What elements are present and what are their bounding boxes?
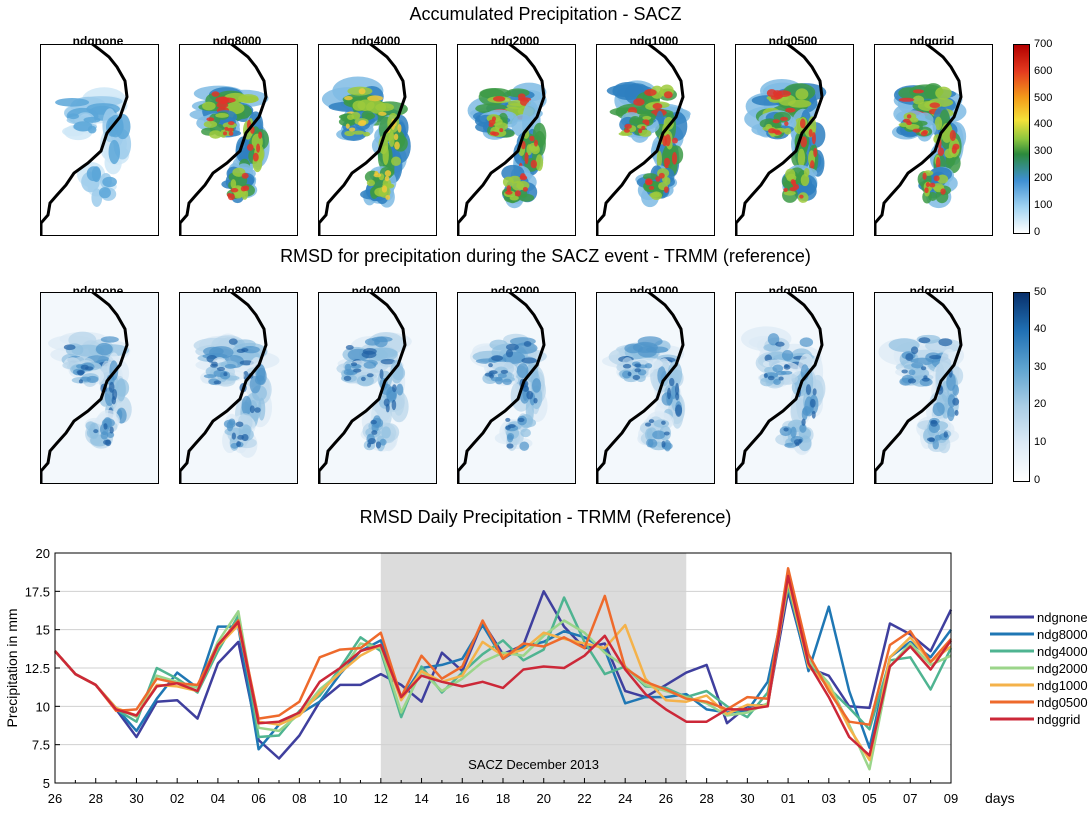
x-tick-label: 22 bbox=[577, 791, 591, 806]
accum-colorbar-tick: 700 bbox=[1034, 38, 1053, 50]
y-axis-ticks: 5 7.5 10 12.5 15 17.5 20 bbox=[25, 546, 60, 791]
accum-map-panel bbox=[457, 44, 576, 236]
y-tick-label: 20 bbox=[36, 546, 50, 561]
rmsd-daily-chart: SACZ December 2013 5 7.5 10 12.5 15 17.5 20 26… bbox=[4, 546, 1088, 806]
y-tick-label: 17.5 bbox=[25, 584, 50, 599]
accum-map-panel bbox=[735, 44, 854, 236]
rmsd-colorbar-tick: 0 bbox=[1034, 474, 1041, 486]
rmsd-colorbar-tick: 20 bbox=[1034, 398, 1047, 410]
sacz-region-label: SACZ December 2013 bbox=[468, 757, 599, 772]
x-tick-label: 26 bbox=[659, 791, 673, 806]
accum-colorbar-tick: 600 bbox=[1034, 65, 1053, 77]
x-axis-ticks: 26 28 30 02 04 06 08 10 12 14 16 18 20 22 24 26 28 30 01 03… bbox=[48, 778, 958, 806]
y-axis-label: Precipitation in mm bbox=[4, 608, 20, 727]
y-tick-label: 10 bbox=[36, 699, 50, 714]
accum-colorbar-tick: 0 bbox=[1034, 226, 1041, 238]
rmsd-map-panel bbox=[40, 292, 159, 484]
rmsd-map-panel bbox=[457, 292, 576, 484]
y-tick-label: 5 bbox=[43, 776, 50, 791]
x-tick-label: 01 bbox=[781, 791, 795, 806]
accum-colorbar bbox=[1013, 44, 1030, 234]
accum-map-panel bbox=[40, 44, 159, 236]
rmsd-map-panel bbox=[874, 292, 993, 484]
rmsd-maps-title: RMSD for precipitation during the SACZ e… bbox=[280, 246, 811, 266]
legend-label: ndgnone bbox=[1037, 610, 1088, 625]
series-line-ndg0500 bbox=[54, 567, 952, 726]
rmsd-colorbar-tick: 50 bbox=[1034, 286, 1047, 298]
y-tick-label: 15 bbox=[36, 623, 50, 638]
series-line-ndggrid bbox=[54, 574, 953, 757]
x-tick-label: 08 bbox=[292, 791, 306, 806]
x-tick-label: 30 bbox=[740, 791, 754, 806]
accumulated-title: Accumulated Precipitation - SACZ bbox=[409, 4, 682, 24]
legend-label: ndggrid bbox=[1037, 712, 1080, 727]
x-tick-label: 05 bbox=[862, 791, 876, 806]
rmsd-colorbar bbox=[1013, 292, 1030, 482]
accum-colorbar-tick: 100 bbox=[1034, 199, 1053, 211]
x-tick-label: 07 bbox=[903, 791, 917, 806]
x-tick-label: 28 bbox=[699, 791, 713, 806]
accum-map-panel bbox=[874, 44, 993, 236]
x-tick-label: 28 bbox=[88, 791, 102, 806]
x-tick-label: 12 bbox=[374, 791, 388, 806]
x-tick-label: 04 bbox=[211, 791, 225, 806]
x-tick-label: 26 bbox=[48, 791, 62, 806]
rmsd-colorbar-tick: 40 bbox=[1034, 323, 1047, 335]
rmsd-map-panel bbox=[735, 292, 854, 484]
x-tick-label: 09 bbox=[944, 791, 958, 806]
accum-colorbar-tick: 400 bbox=[1034, 118, 1053, 130]
x-axis-label: days bbox=[985, 790, 1015, 806]
rmsd-map-panel bbox=[318, 292, 437, 484]
y-tick-label: 7.5 bbox=[32, 738, 50, 753]
legend-label: ndg2000 bbox=[1037, 661, 1088, 676]
accum-map-panel bbox=[596, 44, 715, 236]
legend-label: ndg1000 bbox=[1037, 678, 1088, 693]
series-lines bbox=[54, 567, 953, 771]
x-tick-label: 06 bbox=[251, 791, 265, 806]
rmsd-colorbar-tick: 10 bbox=[1034, 436, 1047, 448]
x-tick-label: 24 bbox=[618, 791, 632, 806]
y-tick-label: 12.5 bbox=[25, 661, 50, 676]
x-tick-label: 03 bbox=[822, 791, 836, 806]
x-tick-label: 16 bbox=[455, 791, 469, 806]
legend: ndgnone ndg8000 ndg4000 ndg2000 ndg1000 ndg05… bbox=[990, 610, 1088, 727]
x-tick-label: 30 bbox=[129, 791, 143, 806]
legend-label: ndg0500 bbox=[1037, 695, 1088, 710]
accum-map-panel bbox=[179, 44, 298, 236]
legend-label: ndg8000 bbox=[1037, 627, 1088, 642]
x-tick-label: 10 bbox=[333, 791, 347, 806]
x-tick-label: 02 bbox=[170, 791, 184, 806]
x-tick-label: 14 bbox=[414, 791, 428, 806]
x-tick-label: 18 bbox=[496, 791, 510, 806]
rmsd-colorbar-tick: 30 bbox=[1034, 361, 1047, 373]
accum-colorbar-tick: 300 bbox=[1034, 145, 1053, 157]
accum-map-panel bbox=[318, 44, 437, 236]
legend-label: ndg4000 bbox=[1037, 644, 1088, 659]
chart-title: RMSD Daily Precipitation - TRMM (Referen… bbox=[359, 507, 732, 527]
accum-colorbar-tick: 200 bbox=[1034, 172, 1053, 184]
rmsd-map-panel bbox=[596, 292, 715, 484]
x-tick-label: 20 bbox=[536, 791, 550, 806]
accum-colorbar-tick: 500 bbox=[1034, 92, 1053, 104]
rmsd-map-panel bbox=[179, 292, 298, 484]
